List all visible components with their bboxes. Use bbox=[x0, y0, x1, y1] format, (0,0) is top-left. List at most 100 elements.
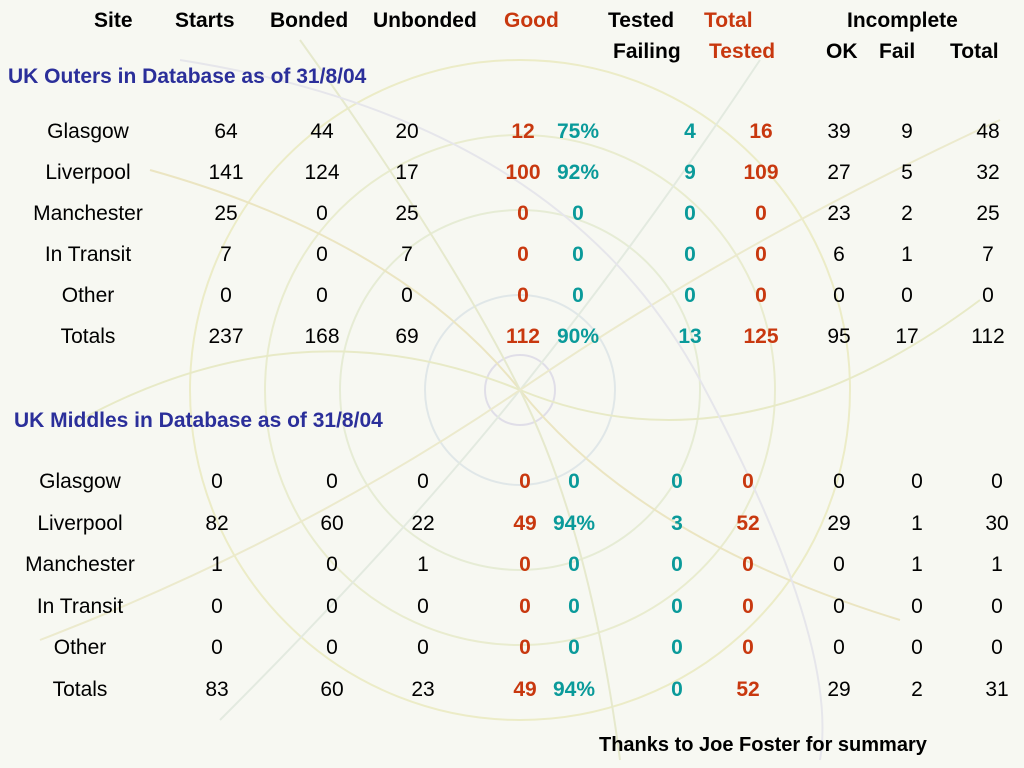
middles-row-0-total-tested: 0 bbox=[742, 470, 754, 493]
outers-row-4-starts: 0 bbox=[220, 284, 232, 307]
middles-row-5-good: 49 bbox=[513, 678, 537, 701]
outers-row-1-site: Liverpool bbox=[45, 161, 131, 184]
outers-row-1-starts: 141 bbox=[208, 161, 244, 184]
middles-row-5-unbonded: 23 bbox=[411, 678, 435, 701]
outers-row-2-good: 0 bbox=[517, 202, 529, 225]
outers-row-1-bonded: 124 bbox=[304, 161, 340, 184]
middles-row-0-starts: 0 bbox=[211, 470, 223, 493]
outers-row-5-ok: 95 bbox=[827, 325, 851, 348]
middles-row-4-starts: 0 bbox=[211, 636, 223, 659]
middles-row-4-pct: 0 bbox=[568, 636, 580, 659]
outers-row-3-total-tested: 0 bbox=[755, 243, 767, 266]
middles-row-3-pct: 0 bbox=[568, 595, 580, 618]
outers-row-0-pct: 75% bbox=[556, 120, 600, 143]
middles-row-4-total-tested: 0 bbox=[742, 636, 754, 659]
outers-row-3-failing: 0 bbox=[684, 243, 696, 266]
outers-row-5-total: 112 bbox=[971, 325, 1005, 348]
outers-row-5-good: 112 bbox=[506, 325, 540, 348]
outers-row-0-starts: 64 bbox=[214, 120, 238, 143]
outers-row-5-total-tested: 125 bbox=[743, 325, 779, 348]
outers-row-3-total: 7 bbox=[982, 243, 994, 266]
outers-row-1-fail: 5 bbox=[901, 161, 913, 184]
middles-row-4-site: Other bbox=[53, 636, 107, 659]
outers-row-2-starts: 25 bbox=[214, 202, 238, 225]
middles-row-1-unbonded: 22 bbox=[411, 512, 435, 535]
middles-row-4-fail: 0 bbox=[911, 636, 923, 659]
middles-row-5-starts: 83 bbox=[205, 678, 229, 701]
middles-row-5-failing: 0 bbox=[671, 678, 683, 701]
middles-row-1-bonded: 60 bbox=[320, 512, 344, 535]
middles-row-3-total: 0 bbox=[991, 595, 1003, 618]
outers-row-4-pct: 0 bbox=[572, 284, 584, 307]
outers-row-2-ok: 23 bbox=[827, 202, 851, 225]
middles-row-3-good: 0 bbox=[519, 595, 531, 618]
outers-row-5-unbonded: 69 bbox=[395, 325, 419, 348]
outers-row-4-failing: 0 bbox=[684, 284, 696, 307]
outers-row-5-fail: 17 bbox=[895, 325, 919, 348]
middles-row-5-site: Totals bbox=[52, 678, 108, 701]
outers-row-4-unbonded: 0 bbox=[401, 284, 413, 307]
outers-row-3-good: 0 bbox=[517, 243, 529, 266]
outers-row-5-pct: 90% bbox=[556, 325, 600, 348]
outers-row-0-fail: 9 bbox=[901, 120, 913, 143]
middles-row-0-total: 0 bbox=[991, 470, 1003, 493]
middles-row-2-total: 1 bbox=[991, 553, 1003, 576]
outers-row-0-site: Glasgow bbox=[47, 120, 129, 143]
middles-row-1-site: Liverpool bbox=[37, 512, 123, 535]
outers-row-1-ok: 27 bbox=[827, 161, 851, 184]
middles-row-2-fail: 1 bbox=[911, 553, 923, 576]
header-tested-failing-line1: Tested bbox=[608, 9, 675, 32]
outers-row-0-failing: 4 bbox=[684, 120, 696, 143]
middles-row-0-site: Glasgow bbox=[39, 470, 121, 493]
middles-row-5-bonded: 60 bbox=[320, 678, 344, 701]
middles-row-3-ok: 0 bbox=[833, 595, 845, 618]
outers-row-1-total-tested: 109 bbox=[743, 161, 779, 184]
outers-row-2-total-tested: 0 bbox=[755, 202, 767, 225]
middles-row-3-unbonded: 0 bbox=[417, 595, 429, 618]
middles-row-3-site: In Transit bbox=[36, 595, 124, 618]
outers-row-3-site: In Transit bbox=[44, 243, 132, 266]
outers-row-1-good: 100 bbox=[505, 161, 541, 184]
outers-row-5-bonded: 168 bbox=[304, 325, 340, 348]
outers-row-0-total-tested: 16 bbox=[749, 120, 773, 143]
outers-row-2-site: Manchester bbox=[33, 202, 143, 225]
middles-row-5-ok: 29 bbox=[827, 678, 851, 701]
middles-row-1-starts: 82 bbox=[205, 512, 229, 535]
middles-row-1-good: 49 bbox=[513, 512, 537, 535]
outers-row-0-ok: 39 bbox=[827, 120, 851, 143]
outers-row-3-fail: 1 bbox=[901, 243, 913, 266]
outers-row-4-total: 0 bbox=[982, 284, 994, 307]
outers-row-5-site: Totals bbox=[60, 325, 116, 348]
outers-row-2-failing: 0 bbox=[684, 202, 696, 225]
outers-row-0-bonded: 44 bbox=[310, 120, 334, 143]
middles-row-1-pct: 94% bbox=[552, 512, 596, 535]
middles-row-0-ok: 0 bbox=[833, 470, 845, 493]
outers-row-4-total-tested: 0 bbox=[755, 284, 767, 307]
middles-row-0-failing: 0 bbox=[671, 470, 683, 493]
outers-row-2-unbonded: 25 bbox=[395, 202, 419, 225]
outers-row-4-bonded: 0 bbox=[316, 284, 328, 307]
outers-row-5-starts: 237 bbox=[208, 325, 244, 348]
middles-row-1-failing: 3 bbox=[671, 512, 683, 535]
middles-row-5-fail: 2 bbox=[911, 678, 923, 701]
header-good: Good bbox=[504, 9, 559, 32]
middles-row-5-total: 31 bbox=[985, 678, 1009, 701]
outers-row-4-ok: 0 bbox=[833, 284, 845, 307]
outers-row-3-ok: 6 bbox=[833, 243, 845, 266]
middles-row-2-ok: 0 bbox=[833, 553, 845, 576]
outers-row-2-fail: 2 bbox=[901, 202, 913, 225]
middles-row-0-bonded: 0 bbox=[326, 470, 338, 493]
header-bonded: Bonded bbox=[270, 9, 349, 32]
header-site: Site bbox=[94, 9, 133, 32]
middles-section-title: UK Middles in Database as of 31/8/04 bbox=[14, 409, 383, 432]
middles-row-3-starts: 0 bbox=[211, 595, 223, 618]
outers-row-4-fail: 0 bbox=[901, 284, 913, 307]
outers-row-3-starts: 7 bbox=[220, 243, 232, 266]
middles-row-0-pct: 0 bbox=[568, 470, 580, 493]
middles-row-3-failing: 0 bbox=[671, 595, 683, 618]
outers-row-1-failing: 9 bbox=[684, 161, 696, 184]
header-total-tested-line2: Tested bbox=[709, 40, 776, 63]
outers-row-4-site: Other bbox=[61, 284, 115, 307]
footer-credit: Thanks to Joe Foster for summary bbox=[599, 734, 927, 756]
